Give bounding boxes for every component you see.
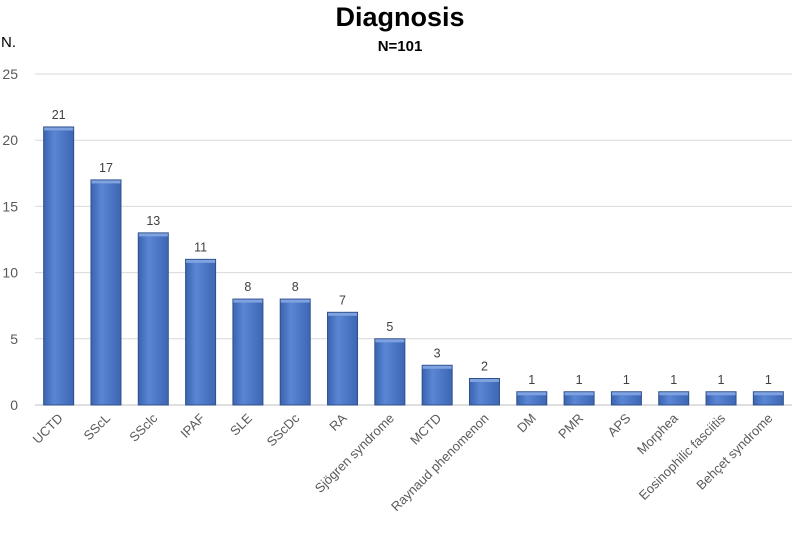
bar-rect (421, 364, 453, 406)
bar (563, 391, 595, 406)
y-tick-label: 0 (10, 397, 18, 413)
category-label: MCTD (407, 411, 444, 448)
bar-highlight (44, 127, 74, 131)
bar-highlight (564, 392, 594, 396)
data-label: 11 (194, 240, 207, 254)
data-label: 1 (623, 373, 630, 387)
y-axis-label: N. (1, 34, 16, 51)
bar-highlight (233, 299, 263, 303)
data-label: 1 (528, 373, 535, 387)
y-tick-label: 10 (2, 265, 18, 281)
category-label: RA (326, 410, 350, 434)
category-label: Raynaud phenomenon (388, 411, 492, 515)
bar-highlight (659, 392, 689, 396)
category-label: PMR (555, 411, 586, 442)
y-tick-label: 15 (2, 198, 18, 214)
y-axis-ticks: 0 5 10 15 20 25 (2, 66, 18, 413)
bar (374, 338, 406, 406)
bar-highlight (280, 299, 310, 303)
bar-highlight (469, 379, 499, 383)
bar-rect (279, 298, 311, 406)
data-label: 8 (292, 280, 299, 294)
bar (658, 391, 690, 406)
bar-highlight (517, 392, 547, 396)
bar (327, 311, 359, 406)
category-label: Eosinophilic fasciitis (636, 410, 729, 503)
category-label: IPAF (177, 410, 207, 440)
bar (43, 126, 75, 406)
bar-highlight (375, 339, 405, 343)
category-label: SScL (81, 411, 114, 444)
data-label: 8 (244, 280, 251, 294)
data-label: 5 (386, 320, 393, 334)
bar (516, 391, 548, 406)
category-label: Morphea (634, 410, 681, 457)
bar-rect (185, 258, 217, 406)
category-label: APS (605, 410, 634, 439)
bar-rect (468, 378, 500, 406)
chart-title: Diagnosis (335, 2, 465, 32)
data-label: 1 (718, 373, 725, 387)
bar (232, 298, 264, 406)
category-label: SSclc (126, 410, 160, 444)
bar-highlight (422, 365, 452, 369)
bar-rect (137, 232, 169, 406)
bar (137, 232, 169, 406)
category-label: SLE (227, 410, 255, 438)
bar-rect (327, 311, 359, 406)
bar-highlight (706, 392, 736, 396)
bar-highlight (91, 180, 121, 184)
data-label: 7 (339, 293, 346, 307)
bar-rect (43, 126, 75, 406)
data-label: 1 (670, 373, 677, 387)
bar (468, 378, 500, 406)
category-label: DM (514, 411, 539, 436)
data-label: 2 (481, 360, 488, 374)
bar-rect (90, 179, 122, 406)
bar (279, 298, 311, 406)
chart-subtitle: N=101 (377, 38, 423, 55)
bar-highlight (611, 392, 641, 396)
bar (752, 391, 784, 406)
bar-highlight (753, 392, 783, 396)
bar-rect (374, 338, 406, 406)
category-label: UCTD (30, 411, 66, 447)
y-tick-label: 20 (2, 132, 18, 148)
y-tick-label: 25 (2, 66, 18, 82)
data-label: 17 (99, 161, 113, 175)
bar (610, 391, 642, 406)
data-label: 3 (434, 346, 441, 360)
bar-highlight (186, 259, 216, 263)
bar (185, 258, 217, 406)
category-label: Sjögren syndrome (312, 411, 397, 496)
bar (90, 179, 122, 406)
bar (705, 391, 737, 406)
bar-highlight (328, 312, 358, 316)
bar-highlight (138, 233, 168, 237)
data-label: 1 (576, 373, 583, 387)
data-label: 13 (146, 214, 160, 228)
bars (43, 126, 784, 406)
category-label: SScDc (264, 410, 303, 449)
data-label: 1 (765, 373, 772, 387)
data-label: 21 (52, 108, 66, 122)
bar (421, 364, 453, 406)
bar-rect (232, 298, 264, 406)
y-tick-label: 5 (10, 331, 18, 347)
